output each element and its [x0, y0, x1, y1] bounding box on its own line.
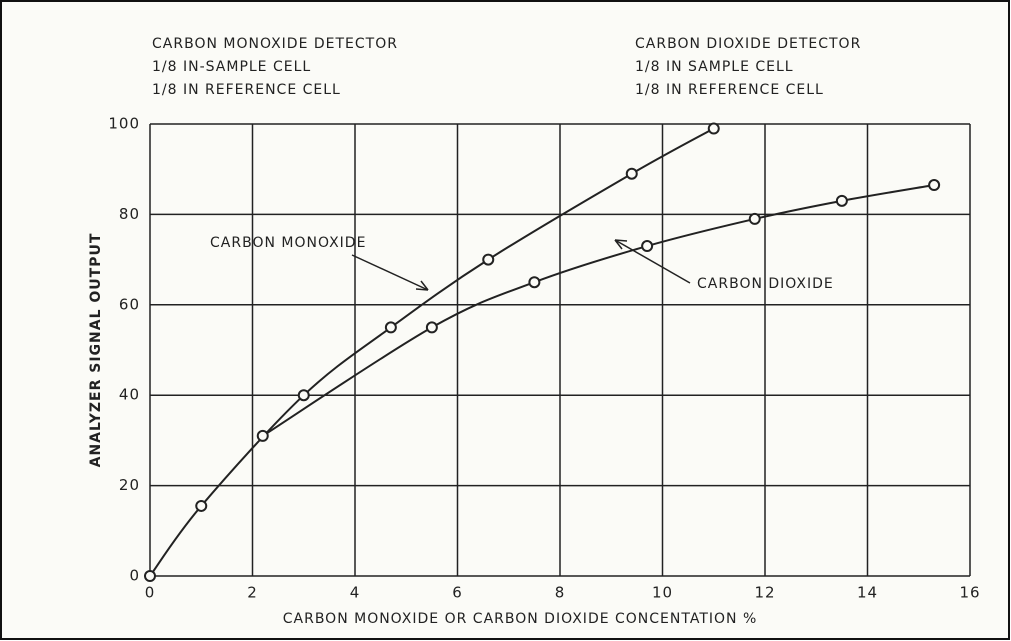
- arrows: [351, 239, 691, 291]
- data-point: [482, 253, 495, 266]
- data-point: [297, 389, 310, 402]
- x-axis-label: CARBON MONOXIDE OR CARBON DIOXIDE CONCEN…: [283, 611, 758, 627]
- x-tick-label: 6: [452, 584, 463, 602]
- data-point: [144, 570, 156, 582]
- data-point: [835, 194, 848, 207]
- y-tick-label: 100: [108, 115, 140, 133]
- data-point: [256, 429, 269, 442]
- arrow: [351, 254, 429, 291]
- x-tick-label: 12: [754, 584, 775, 602]
- x-tick-label: 14: [857, 584, 878, 602]
- data-point: [928, 179, 941, 192]
- y-axis-label: ANALYZER SIGNAL OUTPUT: [88, 233, 104, 468]
- data-point: [528, 276, 541, 289]
- x-tick-label: 0: [145, 584, 156, 602]
- y-tick-label: 80: [119, 205, 140, 223]
- x-tick-label: 4: [350, 584, 361, 602]
- data-point: [195, 499, 208, 512]
- x-tick-label: 10: [652, 584, 673, 602]
- data-point: [641, 240, 654, 253]
- y-tick-label: 60: [119, 295, 140, 313]
- annotation: 1/8 IN REFERENCE CELL: [152, 82, 341, 98]
- annotation: 1/8 IN-SAMPLE CELL: [152, 59, 311, 75]
- y-tick-label: 0: [129, 567, 140, 585]
- arrow-head: [415, 280, 429, 291]
- y-tick-label: 40: [119, 386, 140, 404]
- annotation: CARBON MONOXIDE DETECTOR: [152, 36, 398, 52]
- data-point: [748, 212, 761, 225]
- data-point: [707, 122, 720, 135]
- annotation: CARBON DIOXIDE DETECTOR: [635, 36, 861, 52]
- data-point: [425, 321, 438, 334]
- arrow-head: [614, 239, 628, 250]
- data-point: [384, 321, 397, 334]
- data-point: [625, 167, 638, 180]
- annotation: 1/8 IN SAMPLE CELL: [635, 59, 794, 75]
- annotation: 1/8 IN REFERENCE CELL: [635, 82, 824, 98]
- x-tick-label: 8: [555, 584, 566, 602]
- series-label: CARBON MONOXIDE: [210, 235, 366, 251]
- y-tick-label: 20: [119, 476, 140, 494]
- x-tick-label: 2: [247, 584, 258, 602]
- x-tick-label: 16: [959, 584, 980, 602]
- arrow: [614, 239, 691, 284]
